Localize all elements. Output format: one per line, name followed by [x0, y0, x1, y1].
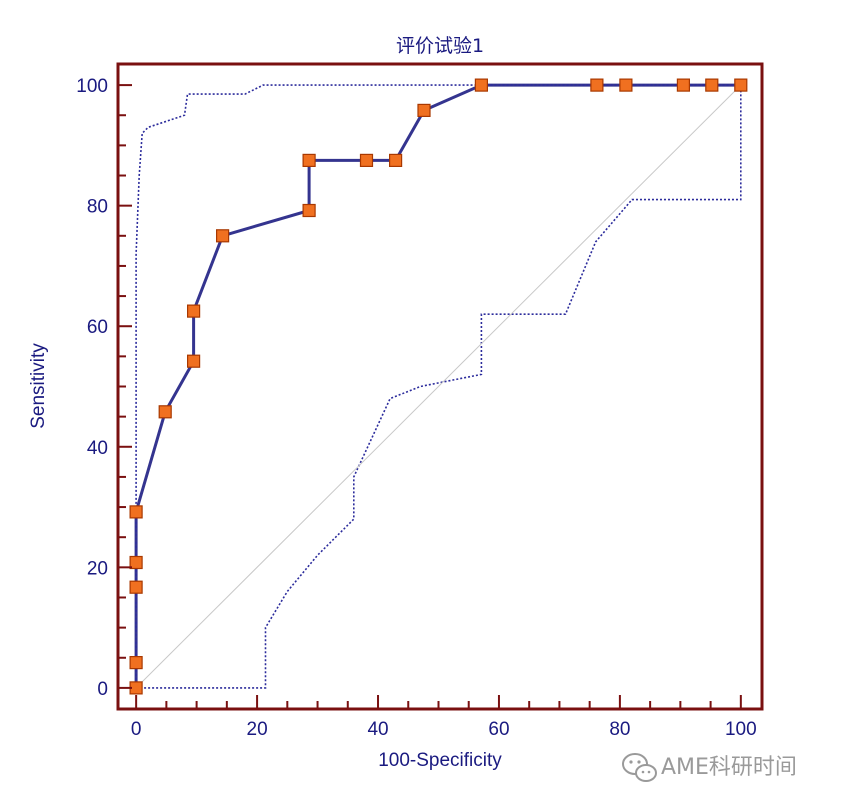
- roc-point-marker: [676, 78, 691, 92]
- wechat-icon: [622, 753, 657, 782]
- y-tick-label: 0: [97, 679, 108, 700]
- upper-confidence-bound-line: [135, 84, 741, 688]
- reference-diagonal-line: [135, 84, 742, 689]
- x-tick-label: 80: [609, 719, 630, 740]
- y-tick-label: 60: [87, 317, 108, 338]
- roc-point-marker: [619, 78, 633, 92]
- x-axis-label: 100-Specificity: [378, 750, 502, 771]
- roc-point-marker: [474, 78, 488, 92]
- roc-point-marker: [129, 580, 143, 594]
- roc-point-marker: [129, 655, 143, 670]
- watermark-text: AME科研时间: [661, 755, 797, 780]
- x-tick-label: 20: [247, 719, 268, 740]
- roc-point-marker: [417, 103, 431, 118]
- y-tick-label: 100: [76, 76, 108, 97]
- roc-point-marker: [302, 203, 316, 218]
- plot-area: [129, 78, 748, 695]
- y-tick-label: 80: [87, 197, 108, 218]
- x-tick-label: 100: [725, 719, 757, 740]
- roc-point-marker: [187, 354, 201, 368]
- roc-point-marker: [187, 304, 201, 318]
- roc-point-marker: [389, 153, 403, 167]
- roc-point-marker: [734, 78, 748, 92]
- roc-point-marker: [129, 505, 143, 519]
- watermark: AME科研时间: [622, 753, 797, 782]
- roc-point-marker: [705, 78, 719, 92]
- x-tick-label: 0: [131, 719, 142, 740]
- y-tick-label: 40: [87, 438, 108, 459]
- y-axis-label: Sensitivity: [28, 343, 49, 429]
- roc-point-marker: [216, 229, 230, 243]
- roc-point-marker: [359, 153, 374, 167]
- roc-point-marker: [129, 555, 143, 570]
- axis-ticks: 0 20 40 60 80 100 0 20 40 60 80 100: [76, 76, 756, 740]
- y-tick-label: 20: [87, 558, 108, 579]
- roc-point-marker: [302, 153, 316, 167]
- roc-point-marker: [590, 78, 604, 92]
- roc-point-marker: [158, 405, 172, 419]
- x-tick-label: 40: [367, 719, 388, 740]
- chart-title: 评价试验1: [396, 35, 484, 57]
- x-tick-label: 60: [488, 719, 509, 740]
- lower-confidence-bound-line: [136, 85, 742, 689]
